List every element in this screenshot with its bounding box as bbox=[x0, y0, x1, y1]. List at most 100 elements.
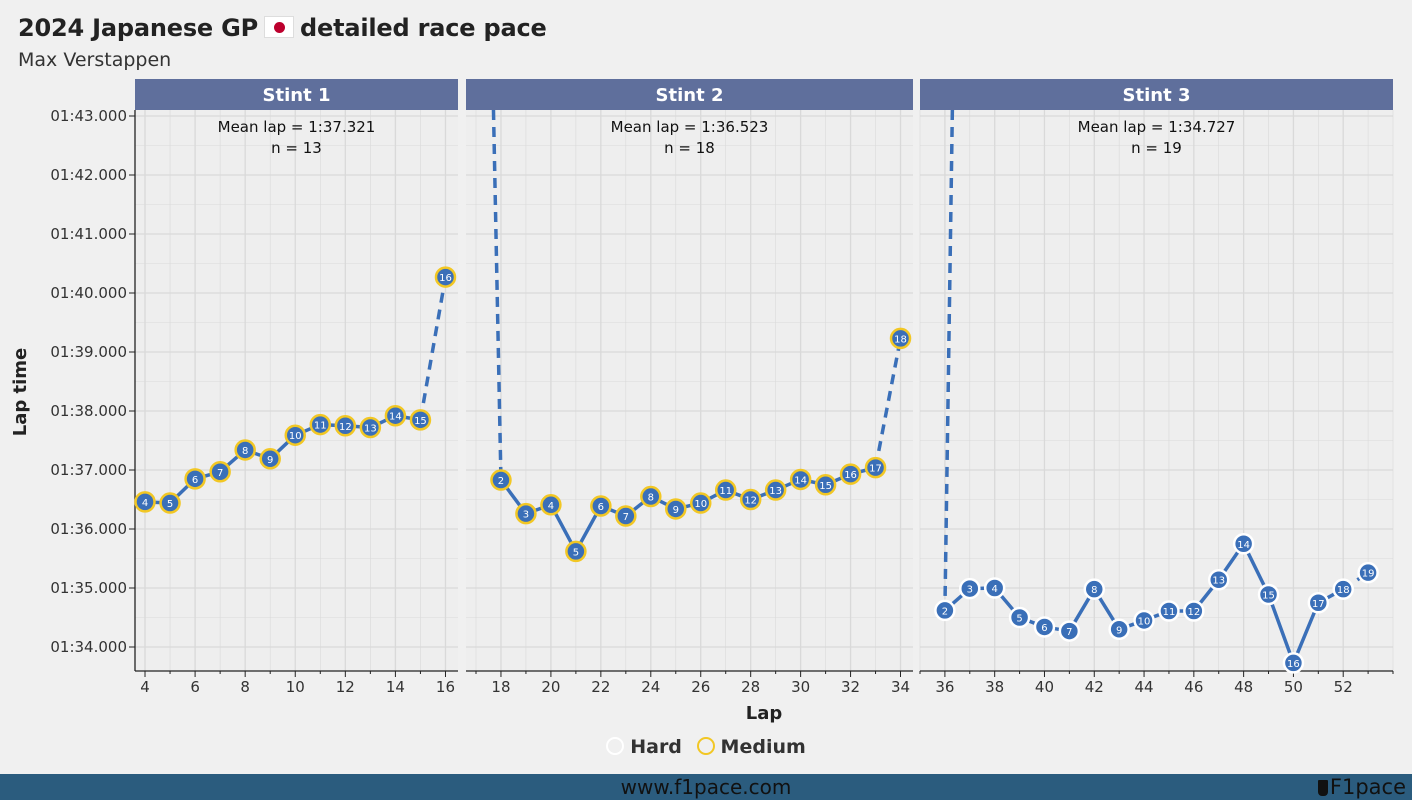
data-point-marker bbox=[1357, 561, 1379, 584]
data-point: 12 bbox=[1183, 600, 1205, 622]
data-point: 13 bbox=[1207, 568, 1230, 591]
data-point: 3 bbox=[515, 502, 537, 525]
data-point-label: 8 bbox=[648, 493, 654, 504]
x-tick-label: 36 bbox=[935, 678, 954, 696]
data-point-marker bbox=[1183, 600, 1205, 622]
data-point-marker bbox=[1058, 620, 1081, 642]
y-tick-label: 01:34.000 bbox=[50, 638, 127, 656]
data-point-marker bbox=[409, 409, 432, 431]
data-point-label: 16 bbox=[439, 273, 452, 284]
legend-hard-marker bbox=[606, 737, 625, 755]
x-tick-label: 14 bbox=[386, 678, 405, 696]
x-tick-label: 32 bbox=[841, 678, 860, 696]
x-tick-label: 40 bbox=[1035, 678, 1054, 696]
stint-strip bbox=[920, 79, 1393, 110]
data-point-label: 17 bbox=[869, 464, 882, 475]
data-point-marker bbox=[515, 502, 537, 525]
japan-flag-icon bbox=[264, 16, 295, 38]
data-point-marker bbox=[184, 468, 206, 490]
data-point-label: 6 bbox=[1041, 623, 1047, 634]
x-tick-label: 22 bbox=[591, 678, 610, 696]
legend-item-medium: Medium bbox=[696, 736, 806, 758]
data-point-label: 16 bbox=[844, 470, 857, 481]
data-point-label: 19 bbox=[1362, 569, 1375, 580]
y-tick-label: 01:37.000 bbox=[50, 461, 127, 479]
data-point-label: 11 bbox=[719, 486, 732, 497]
x-tick-label: 30 bbox=[791, 678, 810, 696]
legend-medium-marker bbox=[696, 737, 715, 755]
chart-title: 2024 Japanese GP detailed race pace bbox=[18, 14, 547, 42]
data-point-marker bbox=[1158, 600, 1180, 622]
data-point: 2 bbox=[490, 469, 512, 491]
data-point-marker bbox=[159, 492, 181, 514]
footer-url[interactable]: www.f1pace.com bbox=[620, 775, 792, 799]
n-label: n = 13 bbox=[271, 139, 322, 157]
data-point: 12 bbox=[739, 488, 762, 511]
data-point-label: 7 bbox=[1066, 627, 1072, 638]
data-point: 10 bbox=[284, 424, 306, 446]
data-point-label: 9 bbox=[673, 505, 679, 516]
x-tick-label: 12 bbox=[336, 678, 355, 696]
data-point-label: 15 bbox=[1262, 590, 1275, 601]
data-point-marker bbox=[789, 468, 812, 491]
data-point: 4 bbox=[134, 491, 156, 513]
data-point: 9 bbox=[1108, 618, 1130, 641]
data-point-marker bbox=[590, 495, 612, 517]
data-point: 5 bbox=[159, 492, 181, 514]
panel-background bbox=[920, 110, 1393, 671]
coffee-cup-icon bbox=[1317, 780, 1328, 796]
data-point-marker bbox=[814, 474, 837, 496]
data-point: 9 bbox=[259, 448, 281, 470]
data-point-marker bbox=[1232, 533, 1255, 555]
data-point-marker bbox=[1083, 578, 1106, 600]
x-axis-title: Lap bbox=[746, 703, 783, 724]
data-point: 14 bbox=[789, 468, 812, 491]
data-point-marker bbox=[615, 505, 637, 527]
footer-brand-label: F1pace bbox=[1329, 775, 1406, 799]
data-point: 15 bbox=[1257, 583, 1280, 606]
x-tick-label: 42 bbox=[1085, 678, 1104, 696]
stint-title: Stint 3 bbox=[1123, 85, 1191, 106]
data-point-label: 11 bbox=[1163, 607, 1176, 618]
data-point-label: 8 bbox=[1091, 585, 1097, 596]
stint-title: Stint 2 bbox=[656, 85, 724, 106]
data-point: 17 bbox=[1307, 592, 1330, 614]
data-point-marker bbox=[334, 415, 357, 437]
data-point: 8 bbox=[1083, 578, 1106, 600]
data-point-marker bbox=[565, 540, 587, 563]
data-point-label: 5 bbox=[573, 547, 579, 558]
data-point: 8 bbox=[640, 485, 662, 508]
footer-bar: www.f1pace.com F1pace bbox=[0, 774, 1412, 800]
data-point-label: 9 bbox=[1116, 625, 1122, 636]
x-tick-label: 16 bbox=[436, 678, 455, 696]
data-point-marker bbox=[234, 439, 256, 461]
y-tick-label: 01:42.000 bbox=[50, 166, 127, 184]
data-point-marker bbox=[209, 461, 231, 483]
data-point-label: 14 bbox=[1237, 540, 1250, 551]
data-point-label: 12 bbox=[1187, 607, 1200, 618]
data-point: 18 bbox=[1332, 578, 1354, 600]
data-point-label: 10 bbox=[1138, 616, 1151, 627]
data-point-marker bbox=[714, 479, 737, 501]
data-point-label: 17 bbox=[1312, 599, 1325, 610]
x-tick-label: 4 bbox=[140, 678, 150, 696]
x-tick-label: 10 bbox=[286, 678, 305, 696]
panel-1: Stint 1 4 6 8 10 12 14 16 Mean lap = 1:37.321 n =… bbox=[134, 79, 458, 696]
data-point: 15 bbox=[409, 409, 432, 431]
data-point: 7 bbox=[209, 461, 231, 483]
data-point: 19 bbox=[1357, 561, 1379, 584]
data-point-label: 2 bbox=[942, 606, 948, 617]
data-point-label: 5 bbox=[1016, 614, 1022, 625]
y-tick-label: 01:39.000 bbox=[50, 343, 127, 361]
data-point-label: 7 bbox=[217, 468, 223, 479]
data-point: 17 bbox=[864, 456, 887, 479]
data-point: 18 bbox=[889, 327, 912, 350]
data-point-label: 5 bbox=[167, 499, 173, 510]
data-point: 4 bbox=[983, 577, 1006, 599]
data-point-label: 11 bbox=[314, 421, 327, 432]
data-point: 7 bbox=[615, 505, 637, 527]
data-point-label: 6 bbox=[192, 475, 198, 486]
out-lap-dashed-line bbox=[943, 109, 955, 611]
data-point: 16 bbox=[434, 266, 457, 288]
